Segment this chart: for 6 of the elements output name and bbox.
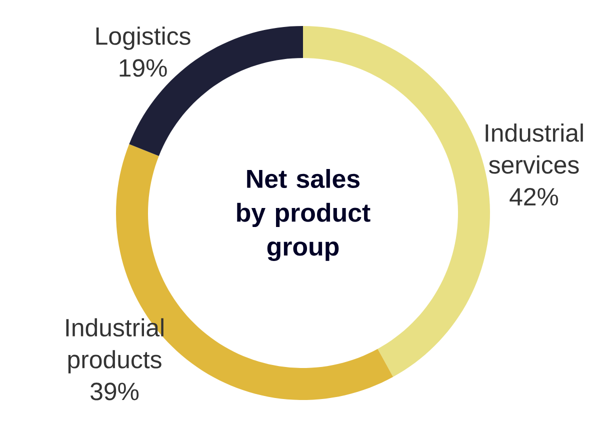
slice-label: Industrial services [486,124,583,174]
data-label: 19% [120,59,167,77]
text: Net sales by product group [237,169,370,261]
slice-label: Logistics [96,26,190,50]
data-label: 39% [90,382,139,400]
data-label: 42% [510,188,558,206]
